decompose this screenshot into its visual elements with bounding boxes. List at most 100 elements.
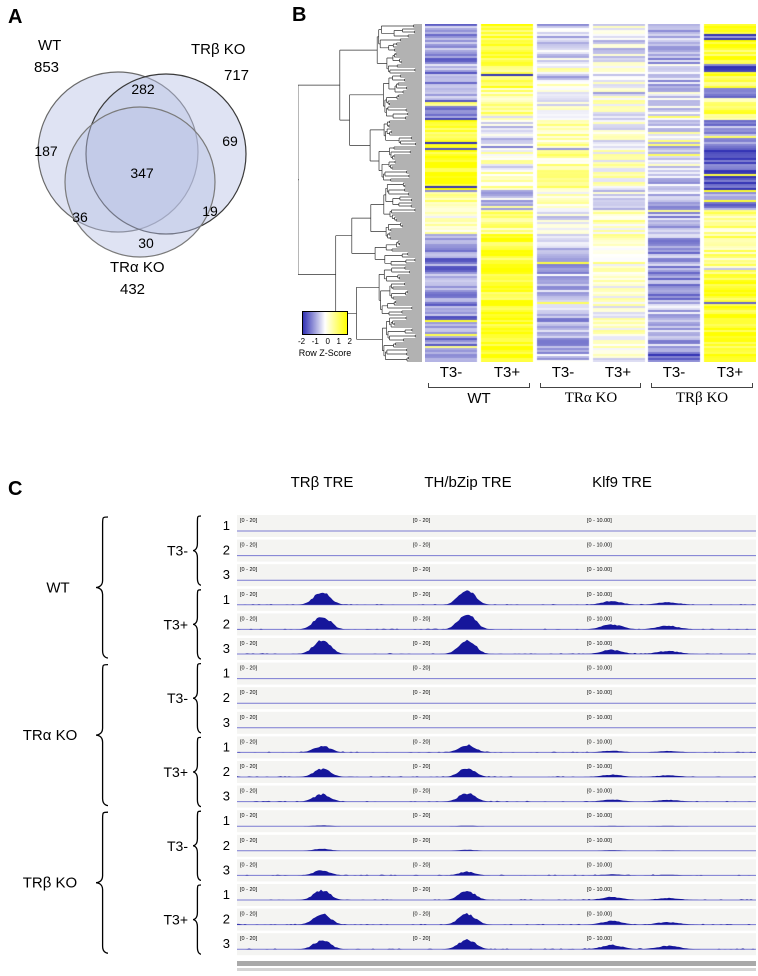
track-row [237,736,756,759]
panel-a-label: A [8,6,23,28]
condition-label: T3- [167,838,188,854]
replicate-number: 2 [223,764,230,779]
panel-b-label: B [292,4,307,26]
track-scale-label: [0 - 20] [413,567,431,573]
heatmap-group-label-tra: TRα KO [564,390,618,406]
condition-brace [192,662,202,734]
replicate-number: 1 [223,518,230,533]
track-scale-label: [0 - 10.00] [587,887,612,893]
group-brace [95,811,109,954]
venn-circle-tra [64,106,216,258]
group-label: WT [46,580,69,597]
heatmap-col-label-0: T3- [439,364,463,381]
colorbar-tick: -2 [298,337,306,346]
track-scale-label: [0 - 20] [240,690,258,696]
ruler-bar-2 [237,968,756,971]
replicate-number: 3 [223,789,230,804]
group-brace [95,663,109,807]
colorbar-label: Row Z-Score [298,348,352,358]
locus-header-klf9: Klf9 TRE [592,474,652,491]
condition-brace [192,515,202,586]
colorbar-tick: 0 [325,337,330,346]
venn-count-wt-tra: 36 [72,209,88,225]
track-row [237,711,756,734]
track-scale-label: [0 - 10.00] [587,813,612,819]
replicate-number: 2 [223,543,230,558]
heatmap-canvas [425,24,756,362]
track-row [237,564,756,587]
venn-count-trb-only: 69 [222,133,238,149]
track-scale-label: [0 - 20] [413,666,431,672]
track-scale-label: [0 - 20] [240,666,258,672]
heatmap-pair-bracket-0 [428,383,530,388]
replicate-number: 3 [223,715,230,730]
condition-brace [192,589,202,660]
colorbar-ticks: -2 -1 0 1 2 [298,337,352,346]
track-scale-label: [0 - 20] [413,887,431,893]
track-scale-label: [0 - 10.00] [587,862,612,868]
panel-c-label: C [8,478,23,500]
track-row [237,613,756,636]
track-scale-label: [0 - 10.00] [587,690,612,696]
track-scale-label: [0 - 10.00] [587,838,612,844]
dendrogram-path [298,24,422,362]
track-scale-label: [0 - 20] [240,567,258,573]
heatmap-pair-bracket-1 [540,383,641,388]
track-scale-label: [0 - 20] [240,789,258,795]
condition-brace [192,736,202,808]
track-scale-label: [0 - 20] [240,764,258,770]
replicate-number: 2 [223,912,230,927]
track-row [237,662,756,685]
venn-diagram: WT 853 TRβ KO 717 TRα KO 432 282 187 69 … [34,37,249,298]
track-scale-label: [0 - 10.00] [587,764,612,770]
track-scale-label: [0 - 20] [240,543,258,549]
condition-label: T3+ [163,616,188,632]
condition-label: T3- [167,690,188,706]
track-scale-label: [0 - 10.00] [587,666,612,672]
track-scale-label: [0 - 10.00] [587,641,612,647]
track-row [237,515,756,537]
heatmap-col-label-5: T3+ [716,364,744,381]
venn-count-trb-tra: 19 [202,203,218,219]
track-scale-label: [0 - 20] [240,641,258,647]
locus-header-thbzip: TH/bZip TRE [424,474,512,491]
heatmap-col-label-3: T3+ [604,364,632,381]
venn-set-wt-label: WT [38,37,61,54]
track-scale-label: [0 - 10.00] [587,715,612,721]
track-row [237,687,756,710]
track-scale-label: [0 - 20] [413,715,431,721]
colorbar-gradient [302,311,348,335]
replicate-number: 1 [223,666,230,681]
track-scale-label: [0 - 20] [240,518,258,524]
track-scale-label: [0 - 20] [413,862,431,868]
condition-label: T3- [167,543,188,559]
replicate-number: 2 [223,838,230,853]
ruler-bar [237,961,756,966]
colorbar-tick: 2 [347,337,352,346]
track-scale-label: [0 - 20] [240,616,258,622]
heatmap-pair-bracket-2 [651,383,753,388]
track-scale-label: [0 - 10.00] [587,567,612,573]
heatmap-col-label-4: T3- [662,364,686,381]
track-scale-label: [0 - 20] [413,838,431,844]
track-scale-label: [0 - 20] [413,518,431,524]
venn-count-all: 347 [130,165,154,181]
track-scale-label: [0 - 20] [413,739,431,745]
track-row [237,785,756,808]
track-scale-label: [0 - 20] [240,592,258,598]
condition-label: T3+ [163,912,188,928]
heatmap-group-label-wt: WT [467,390,491,407]
track-scale-label: [0 - 10.00] [587,592,612,598]
venn-set-tra-label: TRα KO [110,259,165,276]
track-scale-label: [0 - 20] [413,813,431,819]
track-scale-label: [0 - 20] [240,862,258,868]
track-scale-label: [0 - 10.00] [587,912,612,918]
dendrogram [298,24,422,362]
track-scale-label: [0 - 20] [413,592,431,598]
venn-circle-trb [85,73,247,235]
venn-set-trb-total: 717 [224,67,249,84]
replicate-number: 3 [223,567,230,582]
track-scale-label: [0 - 20] [240,739,258,745]
track-scale-label: [0 - 20] [413,912,431,918]
tracks-svg: [0 - 20] [0 - 20] [0 - 10.00] 1 [0 - 20] [0 -… [23,515,756,971]
